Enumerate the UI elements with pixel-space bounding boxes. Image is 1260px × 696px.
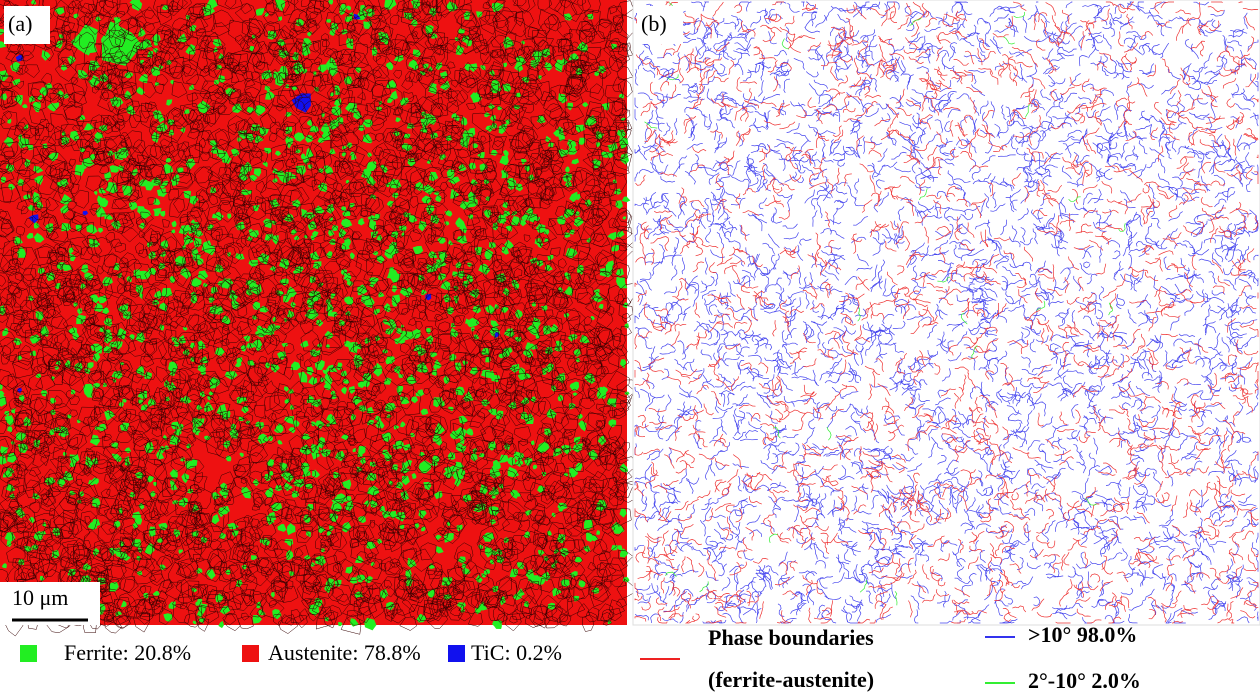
- legend-label: Austenite: 78.8%: [268, 640, 421, 665]
- legend-label: Ferrite: 20.8%: [64, 640, 191, 665]
- label-box: [4, 6, 50, 44]
- legend-label: 2°-10° 2.0%: [1028, 668, 1141, 693]
- panel-label: (b): [641, 11, 667, 36]
- legend-swatch: [20, 645, 37, 662]
- legend-label: TiC: 0.2%: [471, 640, 562, 665]
- legend-swatch: [448, 645, 465, 662]
- legend-label: Phase boundaries: [708, 625, 874, 650]
- legend-label: >10° 98.0%: [1028, 622, 1137, 647]
- legend-label: (ferrite-austenite): [708, 667, 874, 692]
- panel-label: (a): [8, 11, 32, 36]
- legend-swatch: [242, 645, 259, 662]
- phase-boundaries: [634, 1, 1259, 624]
- low-angle-boundaries: [644, 2, 1126, 606]
- scale-bar-box: [0, 582, 100, 625]
- label-box: [637, 6, 683, 44]
- ferrite-grains: [0, 0, 631, 631]
- scale-bar-label: 10 μm: [12, 585, 68, 610]
- boundary-map: [634, 1, 1259, 624]
